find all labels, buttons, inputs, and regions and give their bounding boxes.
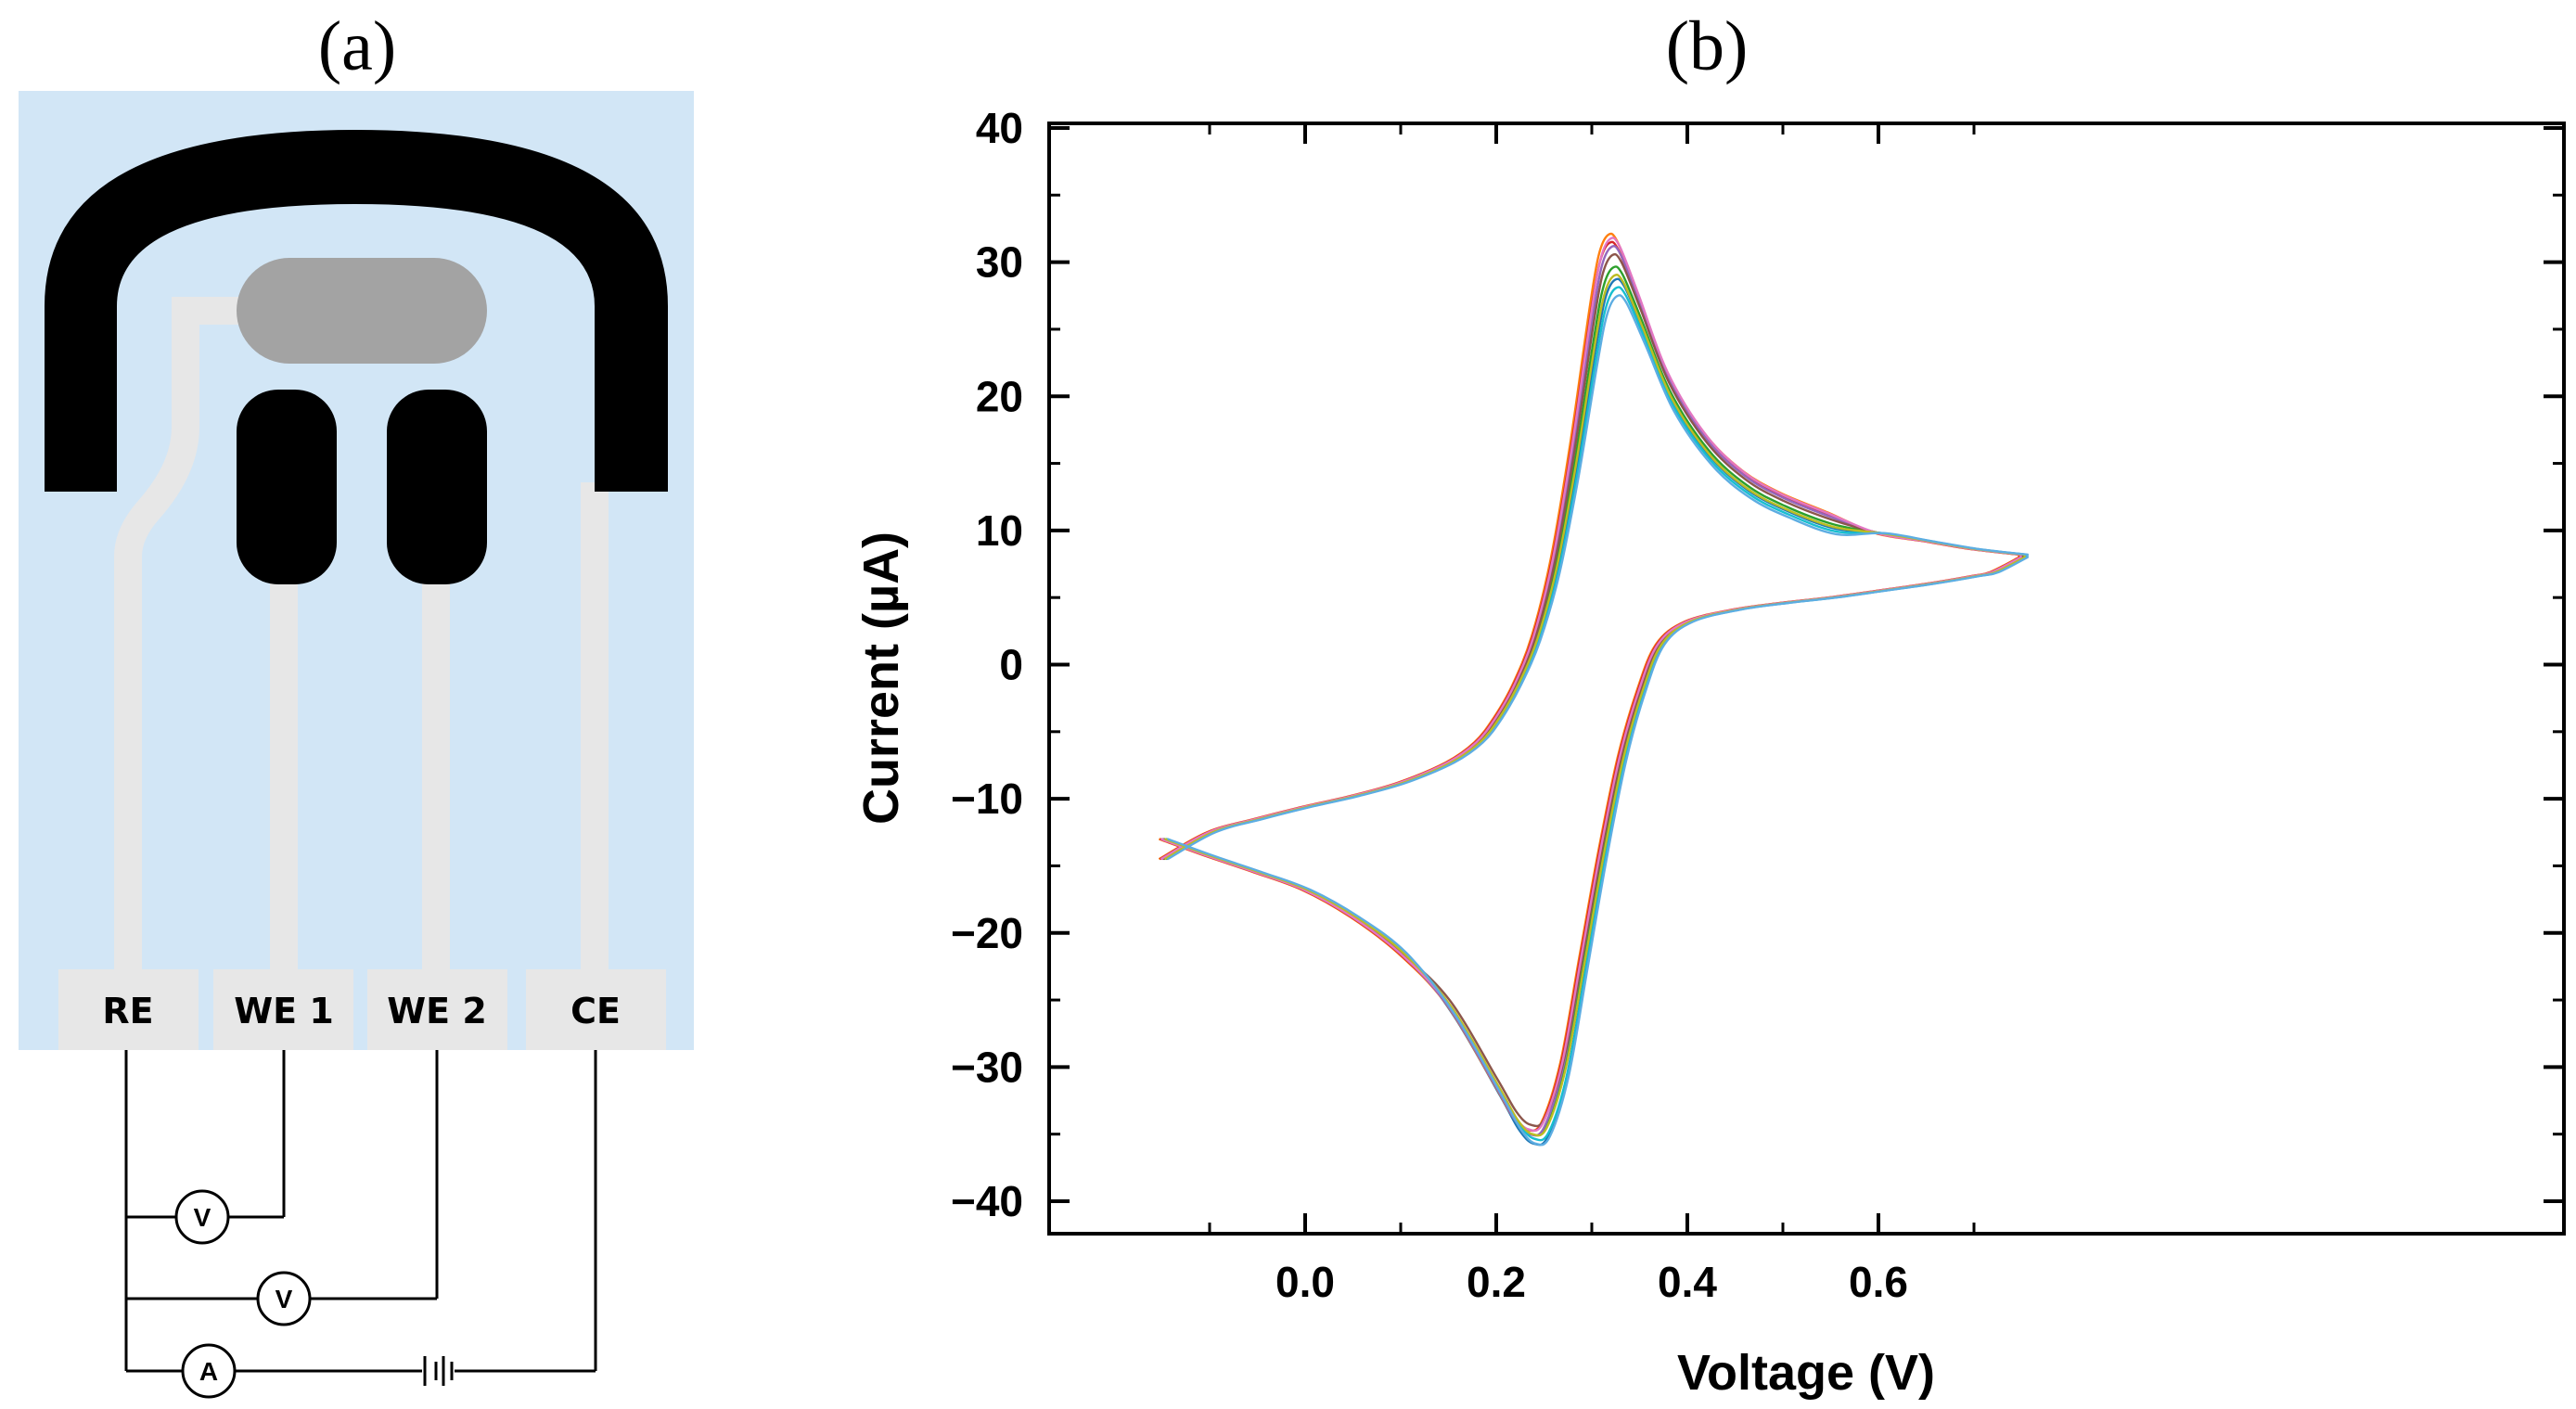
y-tick-label: −20 (951, 909, 1023, 957)
cv-curves (1158, 232, 2029, 1146)
voltmeter-1: V (174, 1189, 230, 1245)
contact-pad-we1: WE 1 (213, 969, 353, 1050)
x-axis-title: Voltage (V) (1677, 1345, 1935, 1401)
plot-frame (1047, 122, 2566, 1236)
panel-b-label: (b) (1666, 7, 1749, 85)
x-tick-label: 0.6 (1849, 1258, 1908, 1306)
x-tick-label: 0.4 (1658, 1258, 1717, 1306)
cv-series-3 (1163, 265, 2025, 1137)
ammeter: A (181, 1343, 237, 1399)
y-tick-label: 0 (999, 641, 1023, 689)
counter-electrode (45, 130, 668, 492)
x-tick-label: 0.0 (1275, 1258, 1335, 1306)
working-electrode-2 (387, 390, 487, 584)
pad-label-ce: CE (570, 991, 621, 1031)
panel-a-label: (a) (318, 7, 396, 85)
y-axis-title: Current (µA) (853, 532, 909, 825)
y-tick-label: 10 (976, 506, 1023, 555)
y-tick-label: −10 (951, 775, 1023, 823)
contact-pad-re: RE (58, 969, 199, 1050)
x-tick-label: 0.2 (1467, 1258, 1526, 1306)
y-tick-label: −30 (951, 1043, 1023, 1091)
ammeter-label: A (199, 1357, 218, 1386)
contact-pad-ce: CE (526, 969, 666, 1050)
panel-b: (b) 0.0 0.2 0.4 0.6 40 30 20 10 0 −10 −20 −30 −40 Vo… (853, 7, 2566, 1401)
y-tick-label: 30 (976, 238, 1023, 287)
working-electrode-1 (237, 390, 337, 584)
y-tick-label: −40 (951, 1177, 1023, 1225)
contact-pad-we2: WE 2 (367, 969, 507, 1050)
panel-a: (a) RE WE 1 WE 2 CE (19, 7, 694, 1399)
reference-electrode (237, 258, 487, 364)
voltmeter-2: V (256, 1271, 312, 1326)
measurement-circuit (124, 1050, 597, 1386)
pad-label-we1: WE 1 (234, 991, 334, 1031)
voltmeter-2-label: V (276, 1285, 293, 1313)
y-tick-label: 40 (976, 104, 1023, 152)
cv-series-10 (1167, 294, 2029, 1146)
re-trace (114, 297, 241, 974)
pad-label-we2: WE 2 (387, 991, 487, 1031)
cv-series-8 (1166, 286, 2028, 1142)
cv-series-9 (1164, 274, 2026, 1137)
voltmeter-1-label: V (194, 1203, 211, 1232)
axis-ticks: 0.0 0.2 0.4 0.6 40 30 20 10 0 −10 −20 −30 −40 (951, 104, 2564, 1306)
pad-label-re: RE (102, 991, 153, 1031)
cv-series-1 (1165, 277, 2027, 1146)
y-tick-label: 20 (976, 372, 1023, 420)
